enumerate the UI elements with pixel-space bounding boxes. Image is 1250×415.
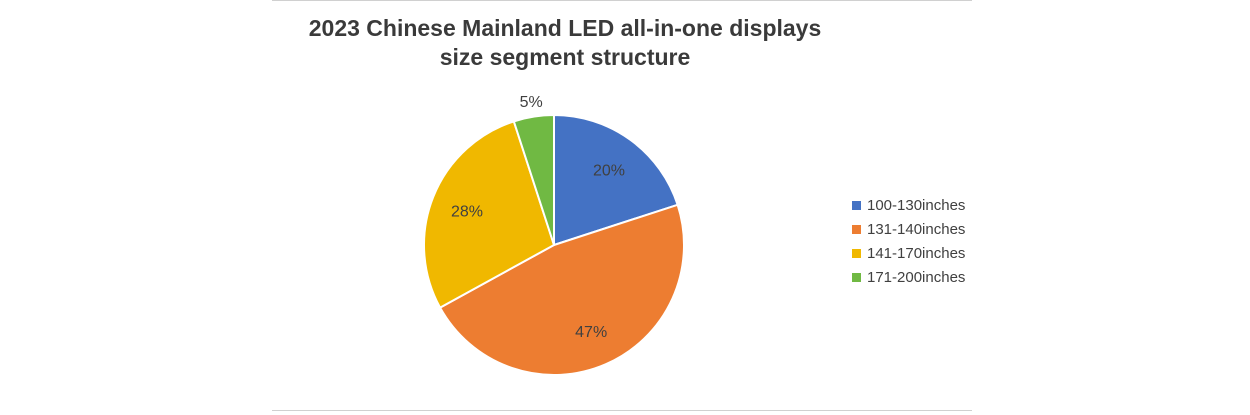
slice-label-171-200inches: 5%	[520, 94, 543, 111]
chart-title: 2023 Chinese Mainland LED all-in-one dis…	[270, 14, 860, 72]
legend-swatch	[852, 200, 861, 210]
legend-label: 141-170inches	[867, 244, 966, 262]
top-divider	[272, 0, 972, 1]
legend-swatch	[852, 248, 861, 258]
legend-swatch	[852, 224, 861, 234]
slice-label-100-130inches: 20%	[593, 162, 625, 179]
pie-slices	[423, 113, 685, 376]
legend-item-171-200: 171-200inches	[852, 265, 965, 289]
pie-slice-100-130inches	[553, 113, 679, 247]
pie-slice-171-200inches	[512, 113, 555, 246]
legend-item-100-130: 100-130inches	[852, 193, 965, 217]
slice-label-141-170inches: 28%	[451, 204, 483, 221]
pie-slice-141-170inches	[423, 120, 556, 309]
slice-label-131-140inches: 47%	[575, 324, 607, 341]
bottom-divider	[272, 410, 972, 411]
chart-title-line-2: size segment structure	[439, 44, 691, 70]
legend-item-131-140: 131-140inches	[852, 217, 965, 241]
pie-labels: 20% 47% 28% 5%	[451, 94, 625, 341]
legend-label: 131-140inches	[867, 220, 966, 238]
legend-label: 100-130inches	[867, 196, 966, 214]
legend-swatch	[852, 272, 861, 282]
legend-label: 171-200inches	[867, 268, 966, 286]
legend: 100-130inches 131-140inches 141-170inche…	[852, 193, 965, 289]
chart-title-line-1: 2023 Chinese Mainland LED all-in-one dis…	[308, 15, 822, 41]
pie-slice-131-140inches	[438, 203, 685, 376]
legend-item-141-170: 141-170inches	[852, 241, 965, 265]
